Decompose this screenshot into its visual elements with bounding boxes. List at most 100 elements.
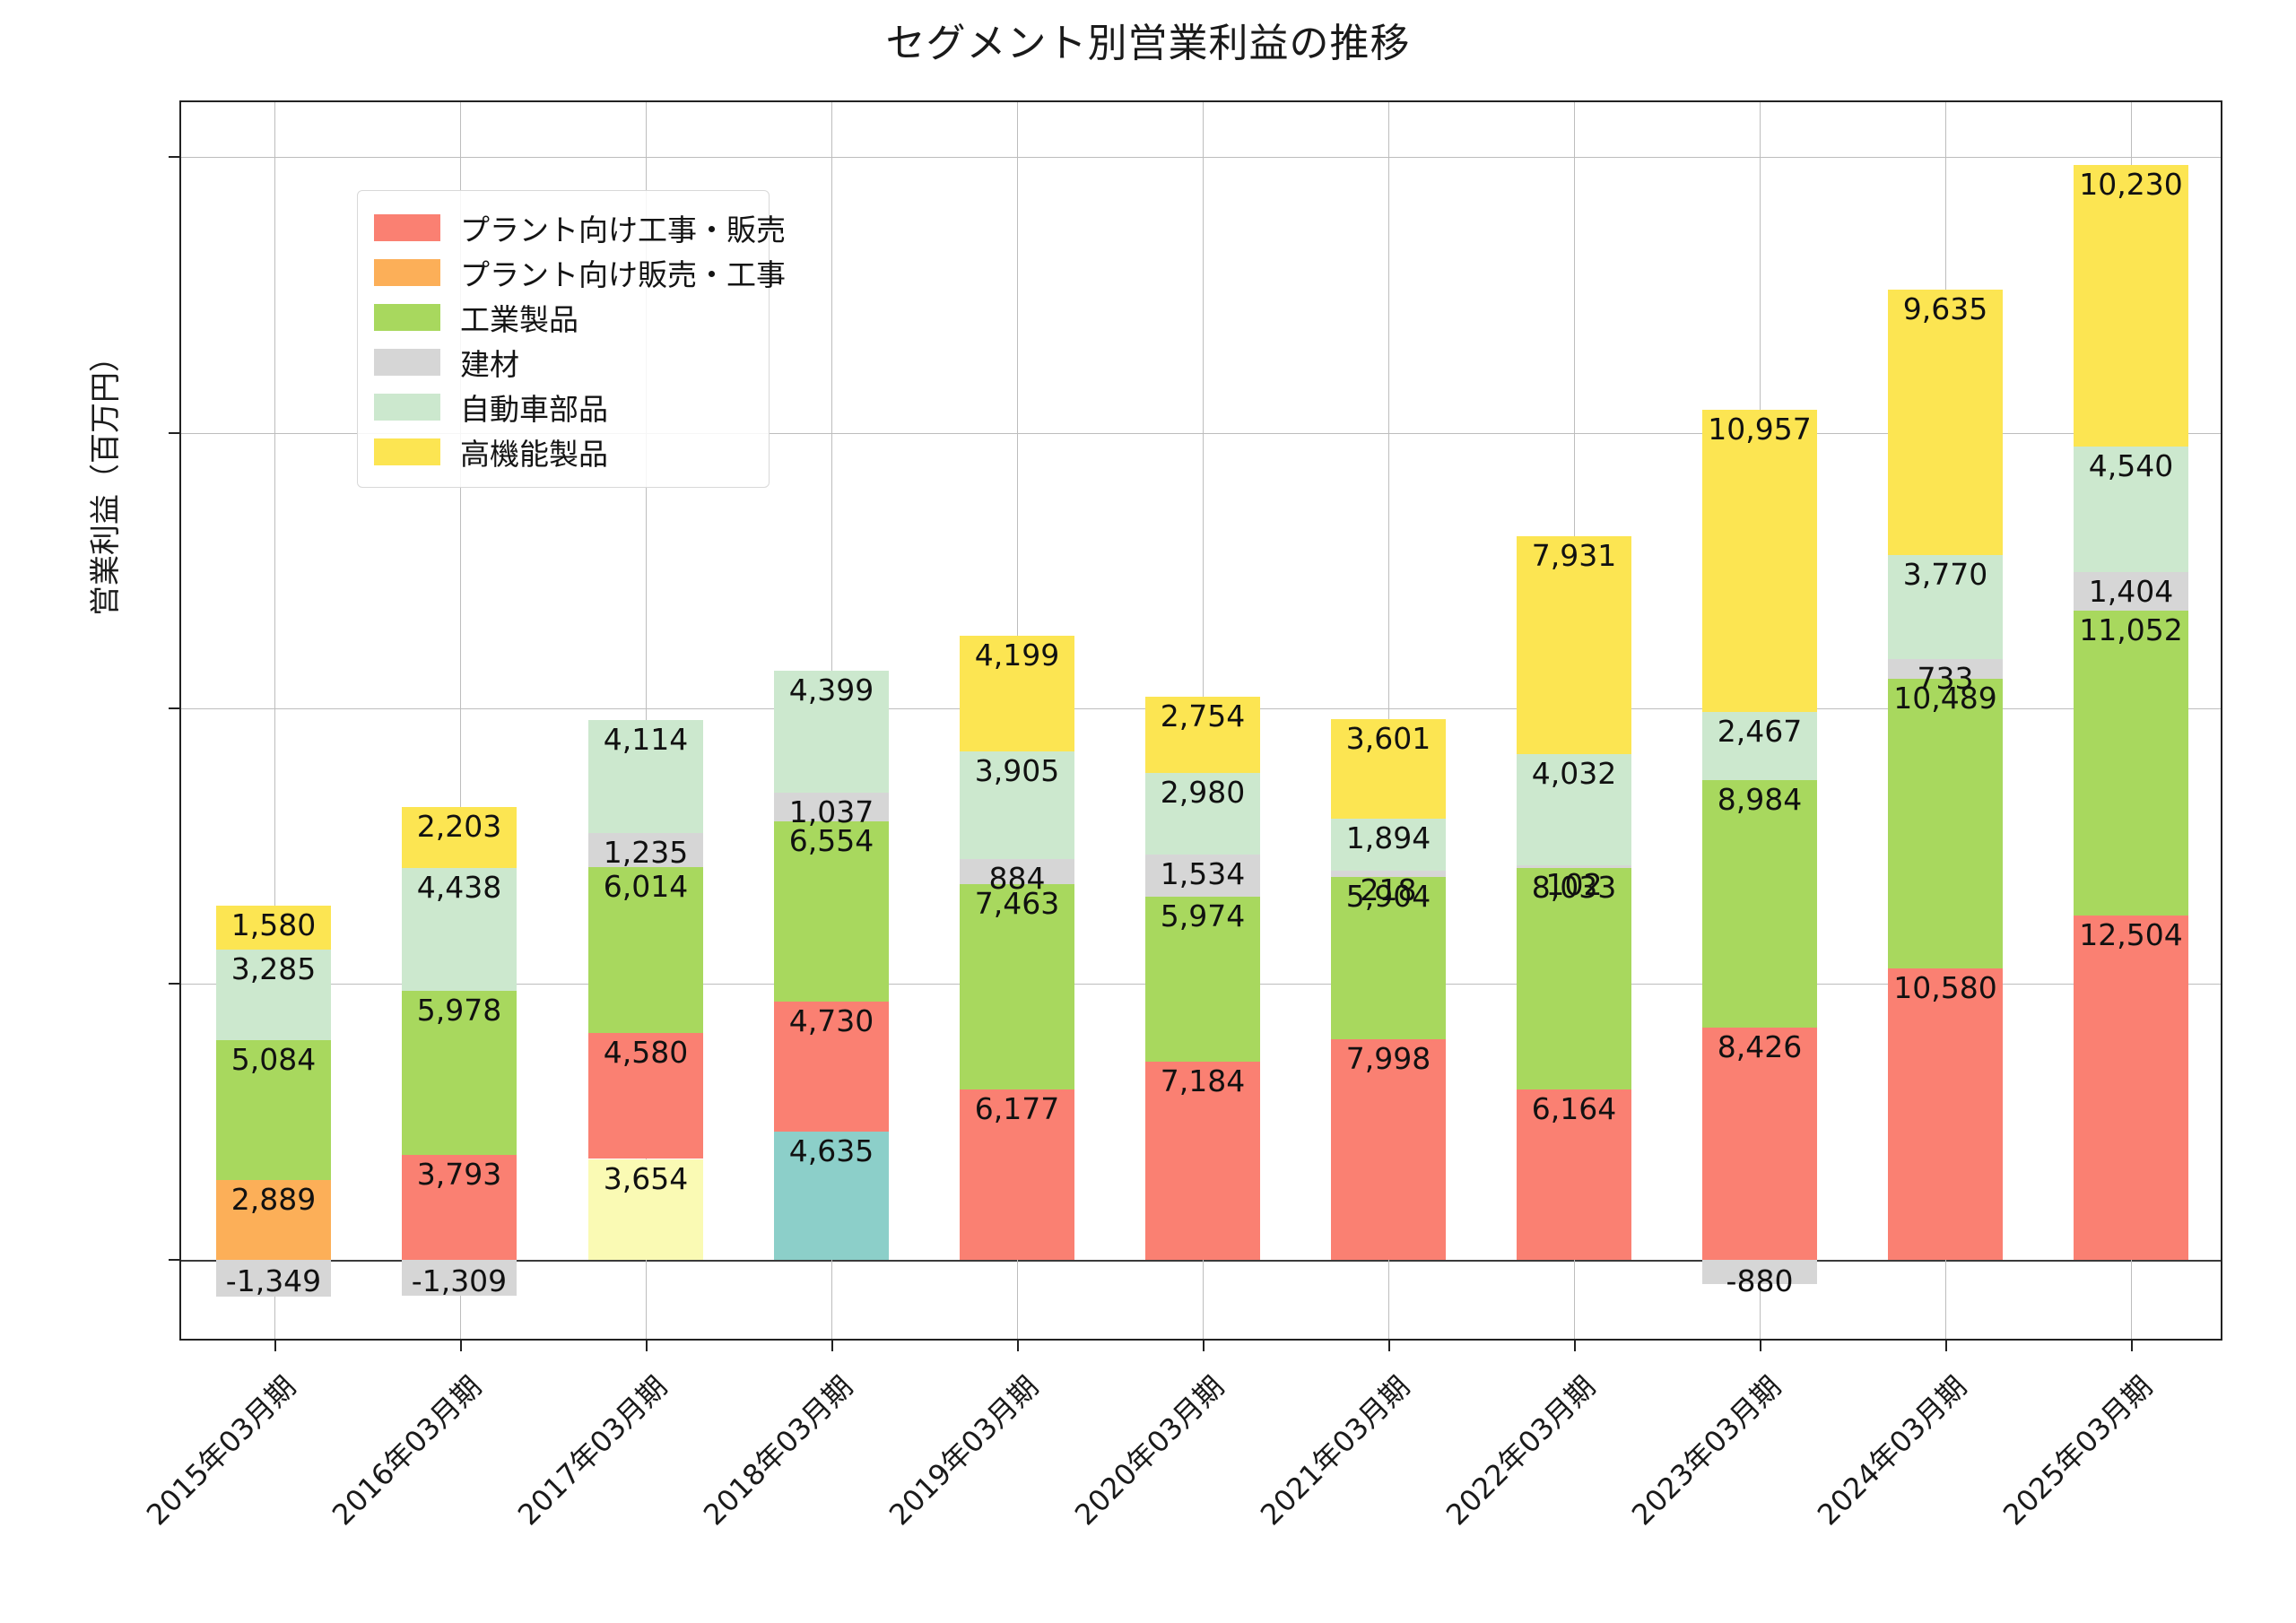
bar-segment: 10,230 xyxy=(2074,164,2188,447)
bar-segment: 7,463 xyxy=(960,883,1074,1089)
bar-segment-value-label: 2,889 xyxy=(230,1182,317,1217)
bar-segment-value-label: 8,984 xyxy=(1717,781,1803,817)
bar-segment: 6,164 xyxy=(1517,1089,1631,1260)
x-tick-mark xyxy=(274,1339,276,1351)
bar-group[interactable]: 12,504 11,052 1,404 4,540 10,230 xyxy=(2074,102,2188,1339)
bar-segment-value-label: 10,580 xyxy=(1893,969,1997,1005)
gridline-vertical xyxy=(274,102,275,1339)
y-tick-mark xyxy=(169,983,181,985)
bar-segment-value-label: 7,463 xyxy=(974,885,1060,921)
bar-segment: 3,654 xyxy=(588,1159,703,1260)
bar-segment: 2,980 xyxy=(1145,772,1260,855)
bar-segment-value-label: 1,534 xyxy=(1160,856,1246,892)
bar-segment-value-label: 2,203 xyxy=(416,809,502,845)
bar-segment-negative: -880 xyxy=(1702,1259,1817,1298)
bar-segment: 10,957 xyxy=(1702,410,1817,712)
bar-segment: 8,033 xyxy=(1517,868,1631,1090)
bar-group[interactable]: 8,426 8,984 2,467 10,957 -880 xyxy=(1702,102,1817,1339)
bar-segment: 7,931 xyxy=(1517,535,1631,755)
bar-segment-value-label: 4,438 xyxy=(416,870,502,906)
bar-segment-value-label: 4,032 xyxy=(1531,756,1617,792)
bar-segment: 4,635 xyxy=(774,1132,889,1260)
bar-segment: 2,467 xyxy=(1702,711,1817,780)
bar-segment-value-label: 3,601 xyxy=(1345,720,1431,756)
bar-segment: 218 xyxy=(1331,870,1446,907)
bar-group[interactable]: 6,177 7,463 884 3,905 4,199 xyxy=(960,102,1074,1339)
bar-segment-value-label: 8,426 xyxy=(1717,1028,1803,1064)
bar-group[interactable]: 6,164 8,033 102 4,032 7,931 xyxy=(1517,102,1631,1339)
legend-item[interactable]: プラント向け販売・工事 xyxy=(374,250,786,295)
bar-segment-value-label: 4,580 xyxy=(603,1034,689,1070)
bar-segment-value-label: 5,978 xyxy=(416,992,502,1028)
bar-segment-value-label: 7,931 xyxy=(1531,537,1617,573)
bar-segment: 8,426 xyxy=(1702,1027,1817,1260)
bar-segment: 2,889 xyxy=(216,1180,331,1260)
bar-segment: 6,014 xyxy=(588,866,703,1033)
bar-segment: 4,580 xyxy=(588,1032,703,1159)
chart-legend: プラント向け工事・販売プラント向け販売・工事 工業製品建材自動車部品 高機能製品 xyxy=(357,190,786,488)
bar-segment: 3,770 xyxy=(1888,554,2003,659)
legend-item[interactable]: プラント向け工事・販売 xyxy=(374,205,786,250)
bar-segment: 3,285 xyxy=(216,949,331,1040)
legend-item[interactable]: 高機能製品 xyxy=(374,430,752,474)
x-tick-mark xyxy=(1388,1339,1390,1351)
bar-segment: 1,235 xyxy=(588,832,703,870)
bar-group[interactable]: 7,184 5,974 1,534 2,980 2,754 xyxy=(1145,102,1260,1339)
bar-segment: 1,404 xyxy=(2074,571,2188,611)
bar-group[interactable]: 2,889 5,084 3,285 1,580 -1,349 xyxy=(216,102,331,1339)
bar-segment-value-label: -880 xyxy=(1726,1263,1794,1298)
zero-line xyxy=(181,1259,2221,1262)
bar-segment-value-label: 6,177 xyxy=(974,1090,1060,1126)
legend-item[interactable]: 建材 xyxy=(374,340,752,385)
bar-segment-value-label: 4,540 xyxy=(2088,448,2174,484)
gridline-horizontal xyxy=(181,432,2221,434)
bar-segment-value-label: 9,635 xyxy=(1902,291,1988,326)
legend-color-swatch xyxy=(374,349,440,376)
legend-item[interactable]: 工業製品 xyxy=(374,295,752,340)
legend-item-label: プラント向け販売・工事 xyxy=(460,257,786,292)
x-tick-mark xyxy=(831,1339,833,1351)
bar-group[interactable]: 7,998 5,904 218 1,894 3,601 xyxy=(1331,102,1446,1339)
x-tick-mark xyxy=(646,1339,648,1351)
bar-segment-value-label: 7,184 xyxy=(1160,1063,1246,1098)
bar-segment-value-label: 1,404 xyxy=(2088,573,2174,609)
bar-segment-value-label: 3,285 xyxy=(230,950,317,986)
bar-segment: 4,399 xyxy=(774,671,889,793)
bar-segment: 3,905 xyxy=(960,751,1074,860)
bar-segment-value-label: 1,580 xyxy=(230,907,317,943)
bar-segment-value-label: 12,504 xyxy=(2079,916,2183,952)
bar-segment: 3,793 xyxy=(402,1155,517,1260)
bar-segment: 12,504 xyxy=(2074,915,2188,1260)
bar-segment-value-label: 3,905 xyxy=(974,753,1060,789)
legend-item-label: 建材 xyxy=(460,347,519,382)
chart-title: セグメント別営業利益の推移 xyxy=(885,21,1411,66)
bar-segment: 4,114 xyxy=(588,719,703,833)
bar-segment-value-label: 10,230 xyxy=(2079,166,2183,202)
legend-color-swatch xyxy=(374,259,440,286)
bar-segment-value-label: 3,793 xyxy=(416,1157,502,1193)
bar-segment: 5,904 xyxy=(1331,876,1446,1039)
legend-color-swatch xyxy=(374,438,440,465)
bar-segment-value-label: 6,554 xyxy=(788,822,874,858)
bar-segment: 7,998 xyxy=(1331,1038,1446,1260)
bar-segment: 4,032 xyxy=(1517,754,1631,866)
bar-segment-value-label: 7,998 xyxy=(1345,1040,1431,1076)
bar-segment-value-label: -1,309 xyxy=(411,1263,508,1298)
bar-segment-value-label: -1,349 xyxy=(225,1263,322,1298)
bar-segment: 10,580 xyxy=(1888,968,2003,1260)
gridline-vertical xyxy=(460,102,461,1339)
x-tick-mark xyxy=(460,1339,462,1351)
legend-item-label: 自動車部品 xyxy=(460,392,608,427)
bar-segment-value-label: 10,957 xyxy=(1708,412,1812,447)
bar-segment: 7,184 xyxy=(1145,1062,1260,1260)
bar-segment-value-label: 11,052 xyxy=(2079,612,2183,647)
bar-segment: 9,635 xyxy=(1888,289,2003,555)
bar-segment: 11,052 xyxy=(2074,610,2188,916)
bar-segment: 1,037 xyxy=(774,792,889,829)
bar-group[interactable]: 4,635 4,730 6,554 1,037 4,399 xyxy=(774,102,889,1339)
x-tick-mark xyxy=(2131,1339,2133,1351)
legend-item[interactable]: 自動車部品 xyxy=(374,385,752,430)
bar-segment-value-label: 2,980 xyxy=(1160,774,1246,810)
bar-group[interactable]: 10,580 10,489 733 3,770 9,635 xyxy=(1888,102,2003,1339)
bar-segment-value-label: 4,199 xyxy=(974,638,1060,673)
